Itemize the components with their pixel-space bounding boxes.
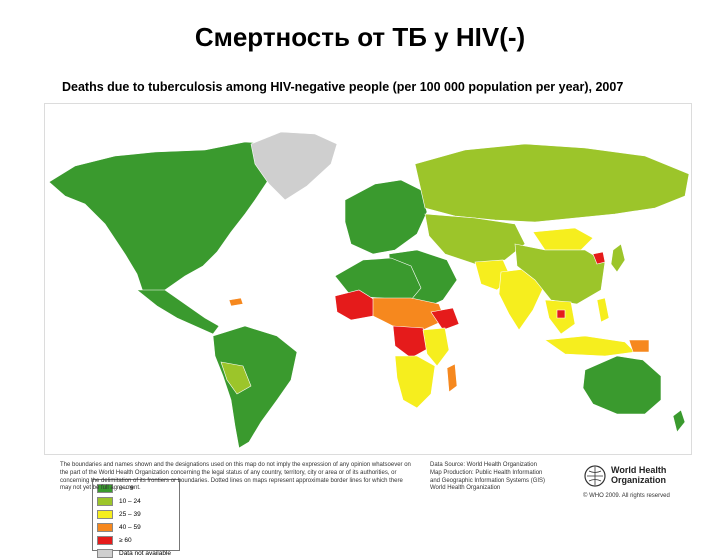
legend-label: 10 – 24 [119, 498, 141, 505]
who-logo: World Health Organization [583, 462, 693, 502]
who-name-line1: World Health [611, 465, 667, 475]
slide-title: Смертность от ТБ у HIV(-) [194, 22, 526, 52]
region-south-america [212, 325, 298, 449]
region-ethiopia [430, 307, 460, 331]
region-mongolia [532, 227, 594, 251]
region-east-africa [422, 327, 450, 367]
region-central-africa [392, 325, 430, 359]
legend-swatch [97, 523, 113, 532]
region-bolivia-peru [220, 361, 252, 395]
legend-row: ≥ 60 [97, 535, 175, 546]
copyright: © WHO 2009. All rights reserved [583, 493, 670, 499]
region-australia [582, 355, 662, 415]
legend-label: 0 – 9 [119, 485, 134, 492]
region-central-asia [424, 213, 526, 265]
region-europe [344, 179, 428, 255]
region-central-america [136, 289, 220, 335]
region-new-zealand [672, 409, 686, 433]
legend-swatch [97, 536, 113, 545]
region-russia [414, 143, 690, 223]
legend-row: 10 – 24 [97, 496, 175, 507]
region-philippines [596, 297, 610, 323]
legend-swatch [97, 484, 113, 493]
who-name-line2: Organization [611, 475, 667, 485]
region-indonesia [544, 335, 636, 357]
who-name: World Health Organization [611, 465, 666, 485]
legend-row: 40 – 59 [97, 522, 175, 533]
region-sahel [372, 297, 446, 331]
region-japan [610, 243, 626, 273]
map-disclaimer: The boundaries and names shown and the d… [60, 462, 411, 492]
legend-label: 25 – 39 [119, 511, 141, 518]
region-china [514, 243, 606, 305]
region-cambodia [556, 309, 566, 319]
region-madagascar [446, 363, 458, 393]
legend-swatch [97, 510, 113, 519]
map-heading: Deaths due to tuberculosis among HIV-neg… [62, 80, 624, 94]
legend-row: 0 – 9 [97, 483, 175, 494]
legend-swatch [97, 549, 113, 558]
region-southern-africa [394, 355, 436, 409]
legend-label: 40 – 59 [119, 524, 141, 531]
map-frame: 0 – 9 10 – 24 25 – 39 40 – 59 ≥ 60 Data … [44, 103, 692, 558]
region-greenland [250, 131, 338, 201]
region-north-america [48, 141, 282, 303]
region-north-korea [592, 251, 606, 265]
data-source: Data Source: World Health Organization M… [430, 462, 546, 492]
legend-row: Data not available [97, 548, 175, 559]
legend-label: Data not available [119, 550, 172, 557]
legend-row: 25 – 39 [97, 509, 175, 520]
who-emblem-icon [584, 465, 606, 487]
world-map [48, 131, 690, 449]
region-caribbean [228, 297, 244, 307]
legend-swatch [97, 497, 113, 506]
region-png [628, 339, 650, 353]
legend-label: ≥ 60 [119, 537, 132, 544]
